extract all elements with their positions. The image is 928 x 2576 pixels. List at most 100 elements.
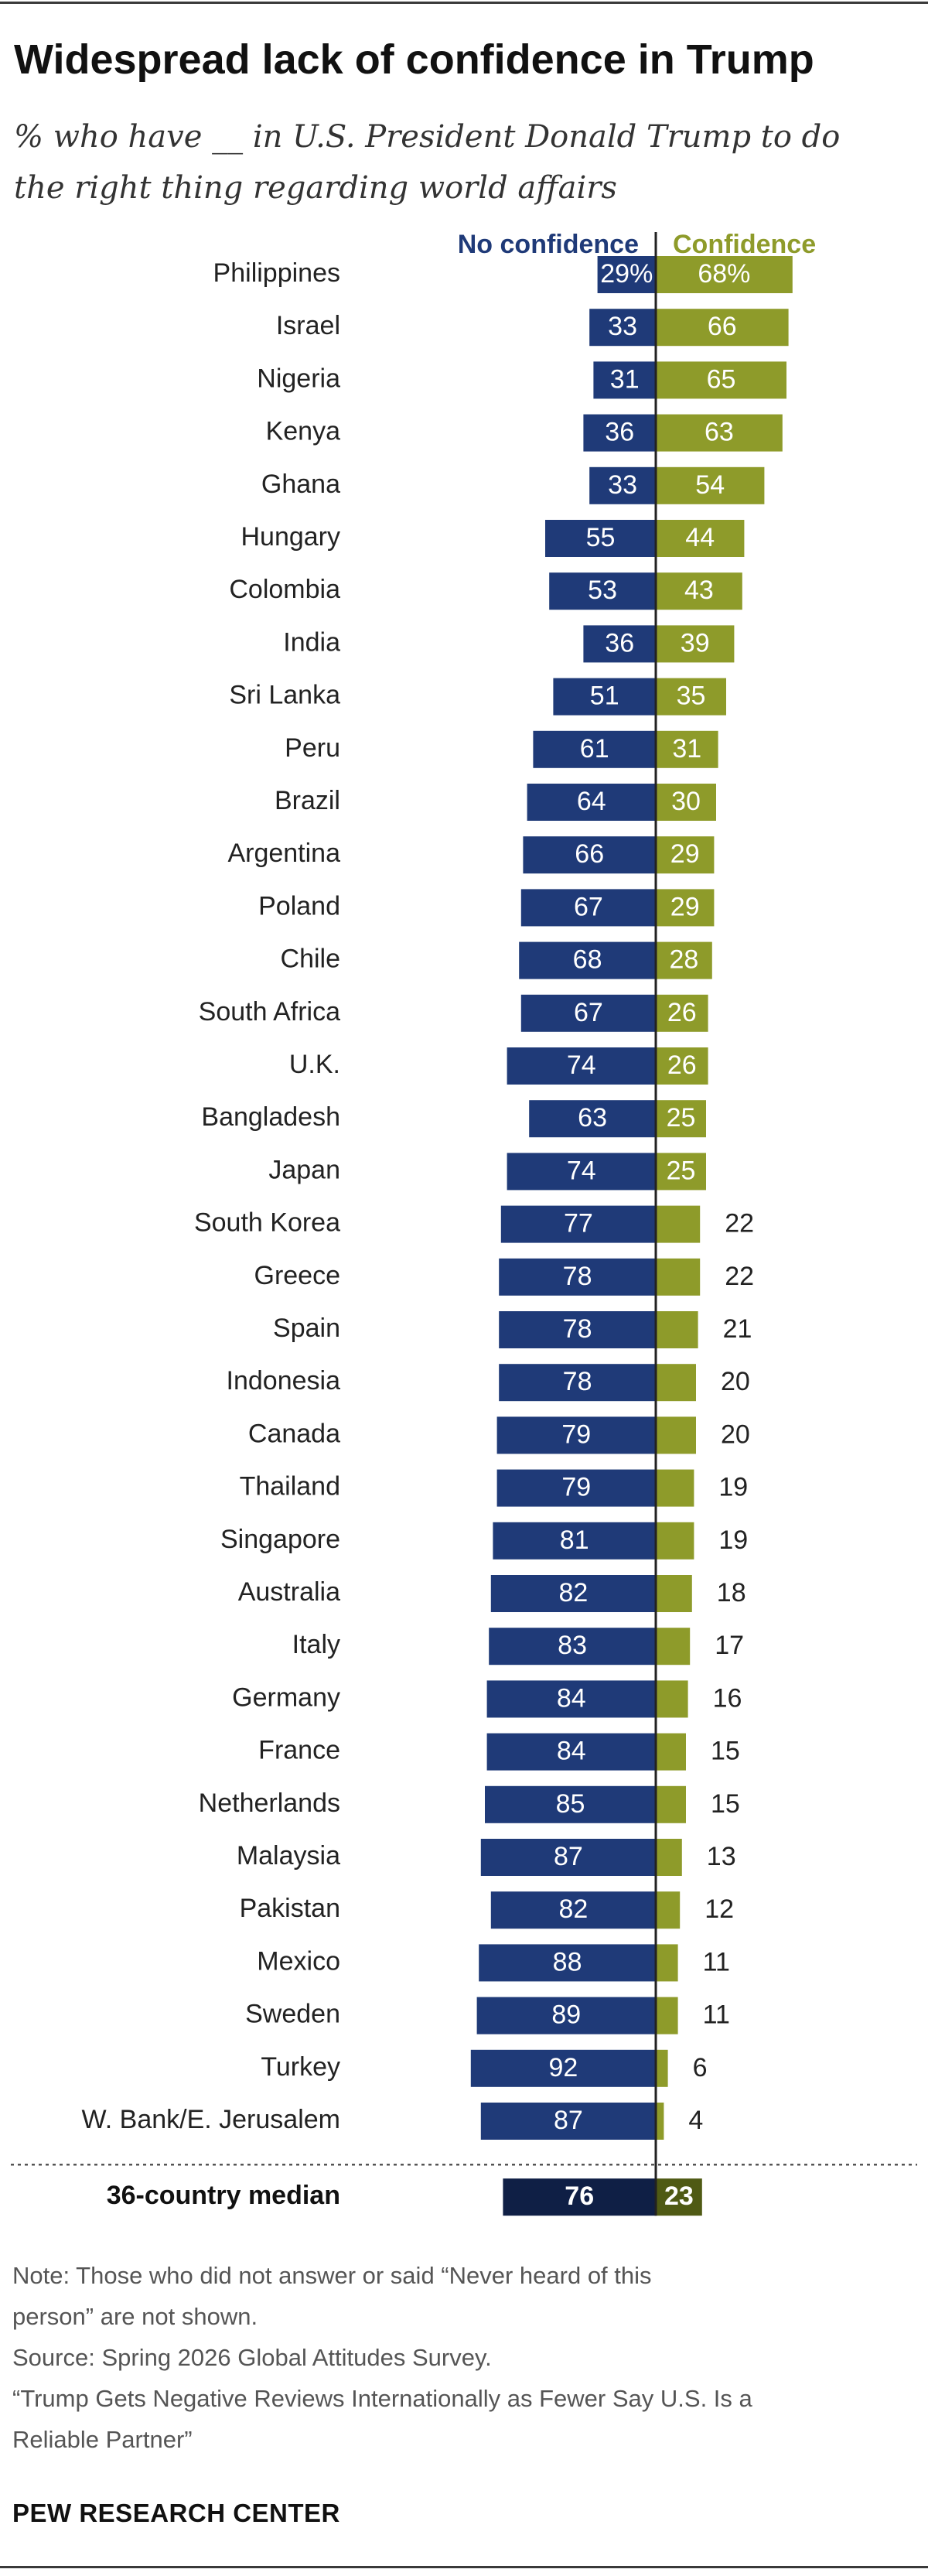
label-no-confidence: 74 xyxy=(567,1051,596,1080)
bar-confidence xyxy=(656,1997,678,2034)
label-confidence: 29 xyxy=(670,892,700,921)
label-no-confidence: 89 xyxy=(551,2000,581,2030)
label-confidence: 11 xyxy=(703,2000,730,2030)
bar-confidence xyxy=(656,678,726,716)
bar-no-confidence xyxy=(479,1944,656,1982)
bar-no-confidence xyxy=(597,256,656,293)
country-label: France xyxy=(258,1736,340,1765)
country-label: Italy xyxy=(292,1630,340,1659)
label-no-confidence: 81 xyxy=(560,1525,589,1555)
country-label: Chile xyxy=(281,945,340,974)
bar-no-confidence xyxy=(553,678,656,716)
median-value-no-confidence: 76 xyxy=(565,2181,594,2211)
label-no-confidence: 29% xyxy=(600,259,653,289)
label-confidence: 31 xyxy=(672,734,701,764)
bar-no-confidence xyxy=(496,1416,656,1454)
country-label: Colombia xyxy=(229,575,340,604)
bar-confidence xyxy=(656,784,716,821)
label-confidence: 63 xyxy=(705,418,734,447)
bar-confidence xyxy=(656,1100,706,1138)
bar-confidence xyxy=(656,1416,696,1454)
bar-confidence xyxy=(656,1364,696,1402)
bar-confidence xyxy=(656,1680,688,1718)
bar-confidence xyxy=(656,1785,686,1823)
source-line: Source: Spring 2026 Global Attitudes Sur… xyxy=(12,2344,492,2371)
label-no-confidence: 55 xyxy=(586,523,616,552)
label-confidence: 20 xyxy=(721,1420,750,1449)
bar-confidence xyxy=(656,1733,686,1771)
label-no-confidence: 78 xyxy=(563,1314,592,1344)
bar-no-confidence xyxy=(490,1891,656,1929)
country-label: Ghana xyxy=(261,470,340,499)
bar-no-confidence xyxy=(500,1205,656,1243)
label-no-confidence: 36 xyxy=(605,418,634,447)
bar-confidence xyxy=(656,572,742,610)
subtitle-line-2: the right thing regarding world affairs xyxy=(14,170,617,206)
label-no-confidence: 64 xyxy=(577,787,606,816)
bar-no-confidence xyxy=(545,520,656,557)
bar-no-confidence xyxy=(486,1680,656,1718)
bar-confidence xyxy=(656,2103,664,2140)
bar-no-confidence xyxy=(486,1733,656,1771)
bar-confidence xyxy=(656,309,789,347)
label-confidence: 16 xyxy=(713,1683,742,1713)
label-no-confidence: 68 xyxy=(573,945,602,975)
label-confidence: 28 xyxy=(669,945,698,975)
label-confidence: 25 xyxy=(667,1103,696,1133)
median-bar-confidence xyxy=(656,2178,702,2216)
bar-no-confidence xyxy=(523,836,656,874)
bar-confidence xyxy=(656,1522,694,1560)
label-no-confidence: 74 xyxy=(567,1156,596,1185)
label-no-confidence: 36 xyxy=(605,628,634,658)
diverging-bar-chart: No confidence Confidence Philippines 29% 68%… xyxy=(11,230,917,2216)
label-no-confidence: 31 xyxy=(610,364,640,394)
bar-no-confidence xyxy=(583,414,656,452)
label-confidence: 66 xyxy=(708,312,737,341)
label-no-confidence: 33 xyxy=(608,470,637,500)
bar-no-confidence xyxy=(499,1258,656,1296)
label-no-confidence: 33 xyxy=(608,312,637,341)
country-label: U.K. xyxy=(289,1050,340,1079)
label-confidence: 54 xyxy=(695,470,725,500)
note-line-1: Note: Those who did not answer or said “… xyxy=(12,2262,652,2289)
bar-confidence xyxy=(656,256,793,293)
label-confidence: 4 xyxy=(688,2106,703,2135)
bar-no-confidence xyxy=(589,309,656,347)
country-label: Australia xyxy=(238,1577,340,1607)
bar-confidence xyxy=(656,414,783,452)
label-no-confidence: 87 xyxy=(554,2106,583,2135)
label-confidence: 65 xyxy=(707,364,736,394)
label-no-confidence: 67 xyxy=(574,892,603,921)
bar-confidence xyxy=(656,836,715,874)
bar-no-confidence xyxy=(529,1100,656,1138)
bar-no-confidence xyxy=(507,1153,656,1191)
country-label: Turkey xyxy=(261,2052,340,2082)
country-label: South Africa xyxy=(199,997,340,1027)
label-no-confidence: 66 xyxy=(575,839,604,869)
label-confidence: 12 xyxy=(705,1894,734,1924)
bar-confidence xyxy=(656,730,718,768)
chart-title: Widespread lack of confidence in Trump xyxy=(14,36,814,83)
country-label: Sri Lanka xyxy=(229,681,340,710)
label-confidence: 19 xyxy=(718,1473,748,1502)
label-no-confidence: 85 xyxy=(556,1789,585,1819)
country-label: Peru xyxy=(285,733,340,763)
median-label: 36-country median xyxy=(107,2181,340,2210)
bar-confidence xyxy=(656,520,745,557)
country-label: Argentina xyxy=(227,839,340,868)
label-no-confidence: 84 xyxy=(557,1683,586,1713)
country-label: Kenya xyxy=(266,417,340,446)
bar-confidence xyxy=(656,941,712,979)
bar-confidence xyxy=(656,1575,692,1612)
legend-no-confidence: No confidence xyxy=(458,230,639,259)
bar-no-confidence xyxy=(476,1997,656,2034)
label-no-confidence: 79 xyxy=(561,1473,591,1502)
label-confidence: 43 xyxy=(684,576,714,605)
label-no-confidence: 77 xyxy=(564,1209,593,1238)
label-confidence: 6 xyxy=(693,2053,708,2082)
bar-no-confidence xyxy=(527,784,656,821)
label-confidence: 35 xyxy=(677,682,706,711)
bar-confidence xyxy=(656,1311,698,1348)
label-no-confidence: 83 xyxy=(558,1631,587,1660)
country-label: Singapore xyxy=(220,1525,340,1554)
